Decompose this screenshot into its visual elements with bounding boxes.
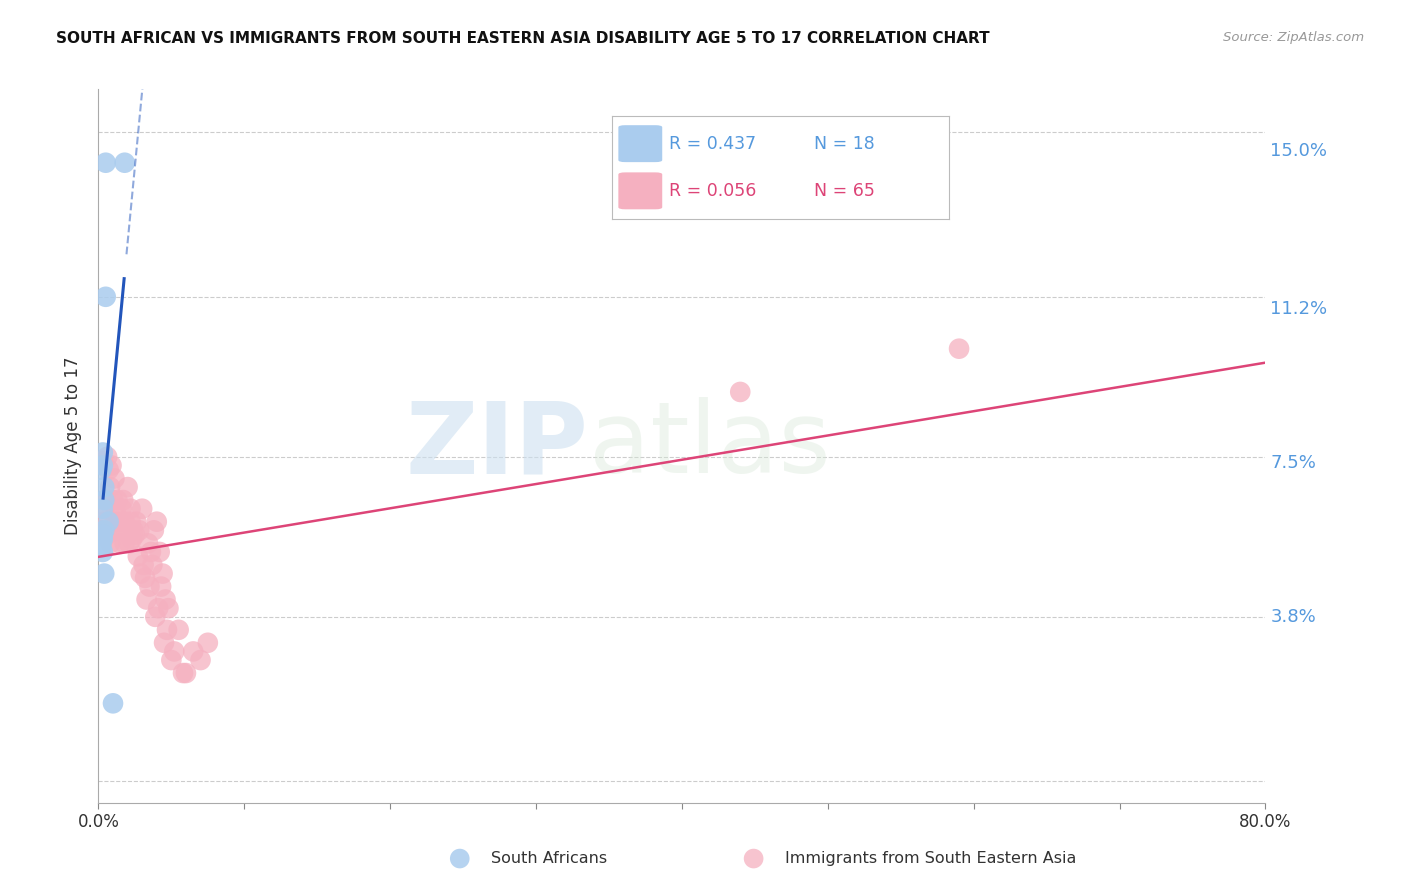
Point <box>186 524 209 539</box>
Point <box>217 524 239 539</box>
Point <box>169 504 191 518</box>
Point <box>186 537 208 551</box>
Point <box>186 504 209 518</box>
Point <box>449 851 471 865</box>
Point <box>183 495 205 509</box>
Text: Source: ZipAtlas.com: Source: ZipAtlas.com <box>1223 31 1364 45</box>
Point <box>212 579 235 593</box>
Point <box>193 537 215 551</box>
FancyBboxPatch shape <box>619 125 662 162</box>
Text: R = 0.437: R = 0.437 <box>669 135 756 153</box>
Point <box>187 495 209 509</box>
Text: South Africans: South Africans <box>491 851 607 866</box>
Point <box>232 649 254 664</box>
Point <box>169 450 191 464</box>
Point <box>170 566 193 581</box>
Point <box>205 504 228 518</box>
Point <box>188 516 211 531</box>
Text: SOUTH AFRICAN VS IMMIGRANTS FROM SOUTH EASTERN ASIA DISABILITY AGE 5 TO 17 CORRE: SOUTH AFRICAN VS IMMIGRANTS FROM SOUTH E… <box>56 31 990 46</box>
Text: R = 0.056: R = 0.056 <box>669 182 756 200</box>
Point <box>215 558 238 572</box>
Point <box>211 537 233 551</box>
Point <box>239 620 262 634</box>
Point <box>208 570 231 584</box>
Text: ZIP: ZIP <box>450 402 633 499</box>
Point <box>179 495 201 509</box>
Point <box>214 545 236 559</box>
Point <box>173 454 195 468</box>
Y-axis label: Disability Age 5 to 17: Disability Age 5 to 17 <box>65 361 83 540</box>
Point <box>260 649 283 664</box>
Point <box>190 524 212 539</box>
Point <box>177 462 200 476</box>
Point <box>222 545 245 559</box>
Point <box>224 579 246 593</box>
Point <box>742 851 765 865</box>
Point <box>188 170 211 185</box>
Text: Immigrants from South Eastern Asia: Immigrants from South Eastern Asia <box>785 851 1076 866</box>
Point <box>183 524 205 539</box>
Point <box>229 620 252 634</box>
Point <box>218 607 240 622</box>
Point <box>267 632 290 647</box>
Point <box>243 662 266 676</box>
Point <box>226 632 249 647</box>
Point <box>167 537 190 551</box>
Point <box>172 300 194 314</box>
Point <box>763 392 786 406</box>
Point <box>969 350 991 364</box>
Point <box>179 691 201 706</box>
Point <box>204 566 226 581</box>
Point <box>188 537 211 551</box>
Point <box>191 483 214 497</box>
FancyBboxPatch shape <box>619 172 662 210</box>
Point <box>200 516 222 531</box>
Point <box>169 545 191 559</box>
Point <box>198 529 221 543</box>
Point <box>170 524 193 539</box>
Point <box>167 524 190 539</box>
Point <box>253 641 276 656</box>
Point <box>180 475 202 489</box>
Point <box>170 495 193 509</box>
Point <box>235 641 257 656</box>
Point <box>219 516 242 531</box>
Point <box>169 458 191 472</box>
Text: N = 65: N = 65 <box>814 182 875 200</box>
Point <box>176 537 198 551</box>
Point <box>202 524 225 539</box>
Point <box>184 516 207 531</box>
Point <box>174 516 197 531</box>
Point <box>194 516 217 531</box>
Point <box>228 591 250 606</box>
Point <box>176 483 198 497</box>
Point <box>172 495 194 509</box>
Point <box>167 467 190 481</box>
Point <box>246 662 269 676</box>
Point <box>167 541 190 556</box>
Point <box>169 462 191 476</box>
Point <box>201 549 224 564</box>
Point <box>170 483 193 497</box>
Point <box>169 533 191 547</box>
Point <box>170 516 193 531</box>
Point <box>194 504 217 518</box>
Point <box>169 529 191 543</box>
Point <box>207 558 229 572</box>
Point <box>221 599 243 614</box>
Point <box>180 516 202 531</box>
Point <box>181 508 204 522</box>
Point <box>209 591 232 606</box>
Text: atlas: atlas <box>633 402 875 499</box>
Point <box>195 533 218 547</box>
Point <box>172 170 194 185</box>
Point <box>170 504 193 518</box>
Text: N = 18: N = 18 <box>814 135 875 153</box>
Point <box>225 566 247 581</box>
Point <box>174 467 197 481</box>
Point <box>231 599 253 614</box>
Point <box>197 524 219 539</box>
Point <box>173 529 195 543</box>
